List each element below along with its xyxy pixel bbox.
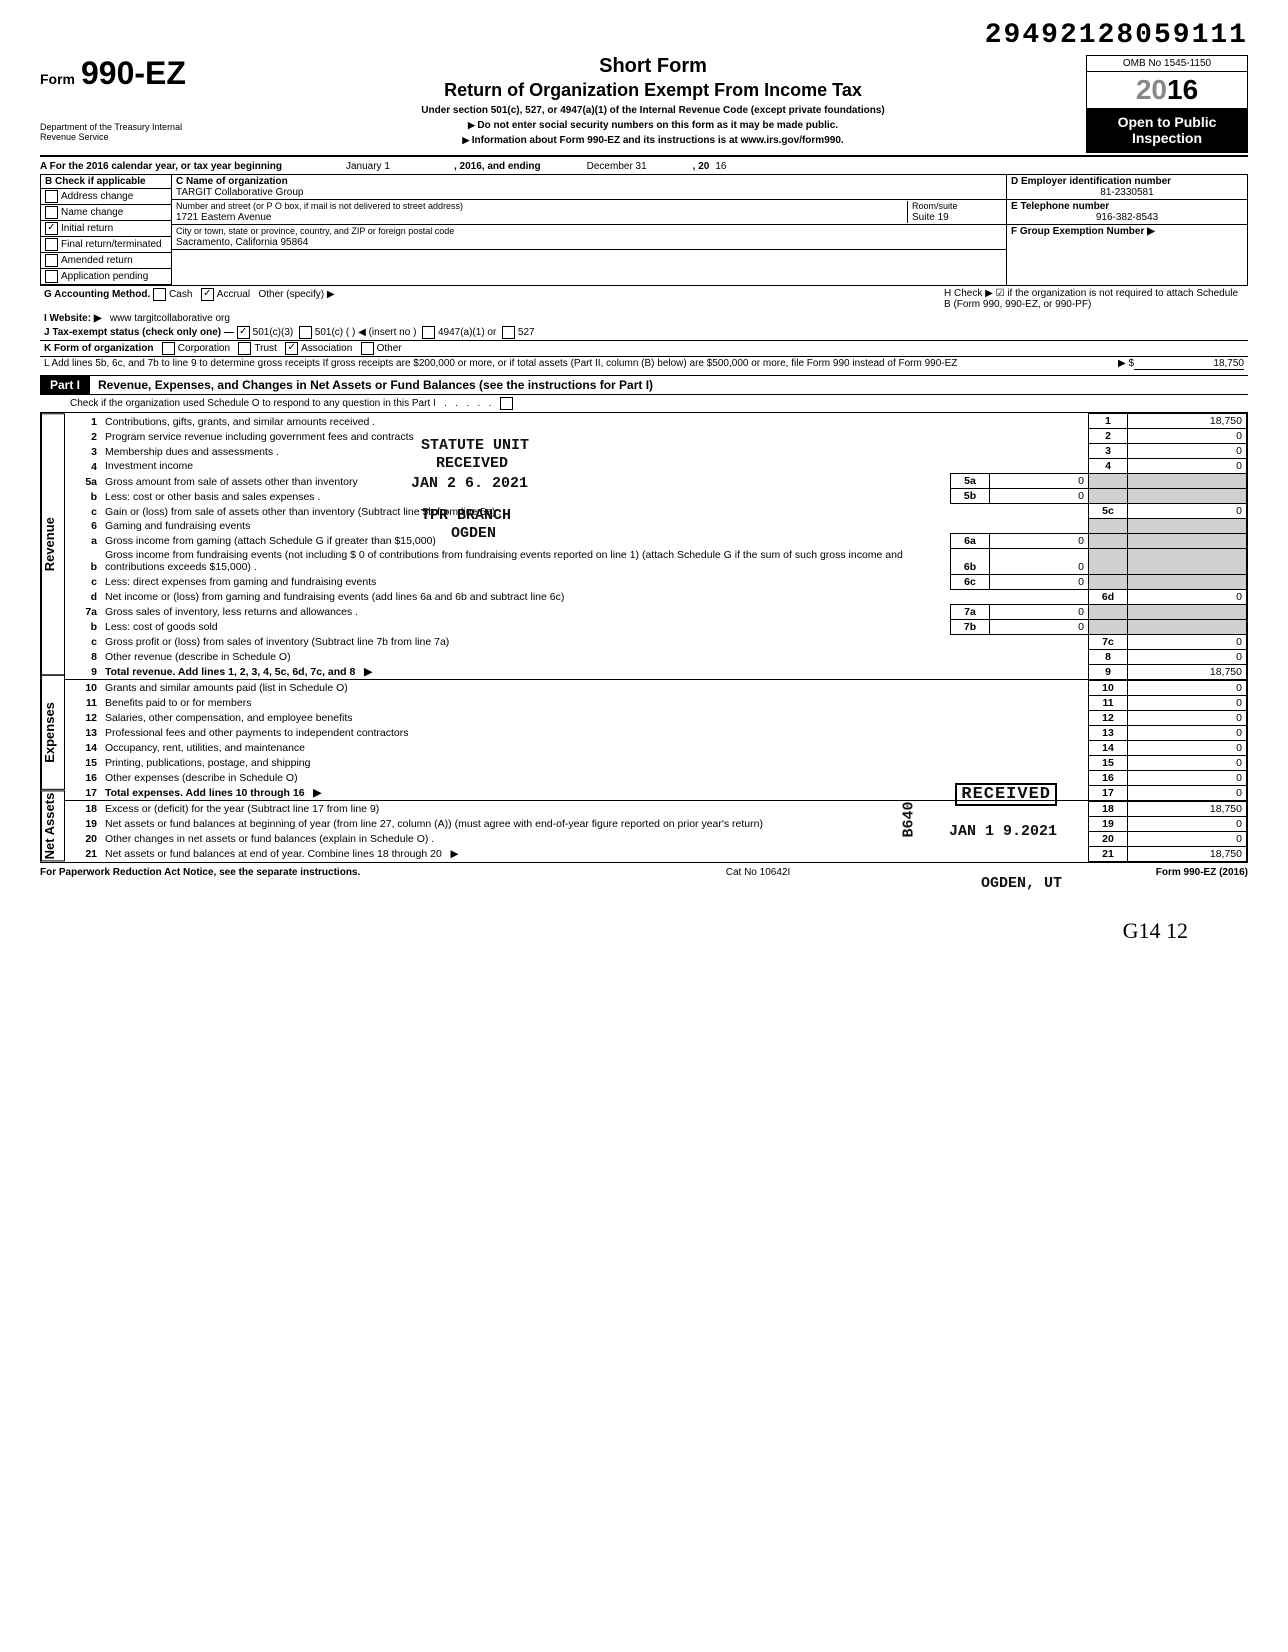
line-16: 16Other expenses (describe in Schedule O… xyxy=(65,770,1247,785)
line-12: 12Salaries, other compensation, and empl… xyxy=(65,710,1247,725)
bottom-handwriting: G14 12 xyxy=(40,918,1248,944)
line-2: 2Program service revenue including gover… xyxy=(65,429,1247,444)
stamp-ogden2: OGDEN, UT xyxy=(981,875,1062,892)
line-20: 20Other changes in net assets or fund ba… xyxy=(65,831,1247,846)
footer: For Paperwork Reduction Act Notice, see … xyxy=(40,867,1248,878)
line-14: 14Occupancy, rent, utilities, and mainte… xyxy=(65,740,1247,755)
line-5b: bLess: cost or other basis and sales exp… xyxy=(65,489,1247,504)
open-inspection: Open to Public Inspection xyxy=(1087,108,1247,152)
line-10: 10Grants and similar amounts paid (list … xyxy=(65,680,1247,695)
stamp-received: RECEIVED xyxy=(436,455,508,472)
line-6c: cLess: direct expenses from gaming and f… xyxy=(65,574,1247,589)
line-k: K Form of organization Corporation Trust… xyxy=(40,340,1248,356)
checkbox-name-change[interactable]: Name change xyxy=(41,205,171,221)
checkbox-address-change[interactable]: Address change xyxy=(41,189,171,205)
line-l: L Add lines 5b, 6c, and 7b to line 9 to … xyxy=(40,356,1248,371)
line-8: 8Other revenue (describe in Schedule O)8… xyxy=(65,649,1247,664)
checkbox-amended-return[interactable]: Amended return xyxy=(41,253,171,269)
line-7a: 7aGross sales of inventory, less returns… xyxy=(65,604,1247,619)
k-option-association[interactable]: ✓Association xyxy=(285,343,360,354)
line-5a: 5aGross amount from sale of assets other… xyxy=(65,474,1247,489)
line-21: 21Net assets or fund balances at end of … xyxy=(65,846,1247,861)
dept-label: Department of the Treasury Internal Reve… xyxy=(40,122,220,142)
stamp-ogden: OGDEN xyxy=(451,525,496,542)
section-b-heading: B Check if applicable xyxy=(41,175,171,189)
line-6b: bGross income from fundraising events (n… xyxy=(65,548,1247,574)
stamp-b640: B640 xyxy=(900,801,917,837)
stamp-date1: JAN 2 6. 2021 xyxy=(411,475,528,492)
k-option-trust[interactable]: Trust xyxy=(238,343,285,354)
telephone: 916-382-8543 xyxy=(1011,212,1243,223)
line-15: 15Printing, publications, postage, and s… xyxy=(65,755,1247,770)
line-g: G Accounting Method. Cash ✓Accrual Other… xyxy=(40,286,940,312)
main-title: Return of Organization Exempt From Incom… xyxy=(220,80,1086,101)
line-18: 18Excess or (deficit) for the year (Subt… xyxy=(65,801,1247,816)
line-1: 1Contributions, gifts, grants, and simil… xyxy=(65,414,1247,429)
stamp-date2: JAN 1 9.2021 xyxy=(949,823,1057,840)
entity-block: B Check if applicable Address changeName… xyxy=(40,174,1248,286)
line-j: J Tax-exempt status (check only one) — ✓… xyxy=(40,325,1248,340)
line-6d: dNet income or (loss) from gaming and fu… xyxy=(65,589,1247,604)
stamp-received2: RECEIVED xyxy=(955,783,1057,806)
checkbox-final-return-terminated[interactable]: Final return/terminated xyxy=(41,237,171,253)
netassets-label: Net Assets xyxy=(41,790,65,861)
line-13: 13Professional fees and other payments t… xyxy=(65,725,1247,740)
subtitle: Under section 501(c), 527, or 4947(a)(1)… xyxy=(220,105,1086,116)
line-9: 9Total revenue. Add lines 1, 2, 3, 4, 5c… xyxy=(65,664,1247,679)
org-room: Suite 19 xyxy=(912,212,949,223)
org-name: TARGIT Collaborative Group xyxy=(176,187,303,198)
omb-number: OMB No 1545-1150 xyxy=(1087,56,1247,72)
checkbox-initial-return[interactable]: ✓Initial return xyxy=(41,221,171,237)
line-7b: bLess: cost of goods sold7b0 xyxy=(65,619,1247,634)
org-street: 1721 Eastern Avenue xyxy=(176,212,271,223)
k-option-other[interactable]: Other xyxy=(361,343,410,354)
line-3: 3Membership dues and assessments .30 xyxy=(65,444,1247,459)
line-6a: aGross income from gaming (attach Schedu… xyxy=(65,533,1247,548)
form-header: Form 990-EZ Department of the Treasury I… xyxy=(40,55,1248,153)
line-i: I Website: ▶ www targitcollaborative org xyxy=(40,312,1248,325)
info-link: Information about Form 990-EZ and its in… xyxy=(220,135,1086,146)
line-a: A For the 2016 calendar year, or tax yea… xyxy=(40,159,1248,174)
line-7c: cGross profit or (loss) from sales of in… xyxy=(65,634,1247,649)
stamp-statute: STATUTE UNIT xyxy=(421,437,529,454)
ssn-warning: Do not enter social security numbers on … xyxy=(220,120,1086,131)
checkbox-application-pending[interactable]: Application pending xyxy=(41,269,171,285)
line-h: H Check ▶ ☑ if the organization is not r… xyxy=(940,286,1248,312)
org-city: Sacramento, California 95864 xyxy=(176,237,308,248)
part1-check-note: Check if the organization used Schedule … xyxy=(40,395,1248,412)
year-box: OMB No 1545-1150 2016 Open to Public Ins… xyxy=(1086,55,1248,153)
stamp-tpr: TPR BRANCH xyxy=(421,507,511,524)
line-17: 17Total expenses. Add lines 10 through 1… xyxy=(65,785,1247,800)
part1-header: Part I Revenue, Expenses, and Changes in… xyxy=(40,375,1248,395)
expenses-label: Expenses xyxy=(41,675,65,790)
short-title: Short Form xyxy=(220,55,1086,78)
line-4: 4Investment income40 xyxy=(65,459,1247,474)
line-6: 6Gaming and fundraising events xyxy=(65,519,1247,534)
line-11: 11Benefits paid to or for members110 xyxy=(65,695,1247,710)
tracking-number: 29492128059111 xyxy=(40,20,1248,51)
revenue-label: Revenue xyxy=(41,413,65,675)
line-5c: cGain or (loss) from sale of assets othe… xyxy=(65,504,1247,519)
k-option-corporation[interactable]: Corporation xyxy=(162,343,239,354)
form-id: Form 990-EZ xyxy=(40,55,220,92)
ein: 81-2330581 xyxy=(1011,187,1243,198)
lines-table: 1Contributions, gifts, grants, and simil… xyxy=(65,413,1247,862)
line-19: 19Net assets or fund balances at beginni… xyxy=(65,816,1247,831)
